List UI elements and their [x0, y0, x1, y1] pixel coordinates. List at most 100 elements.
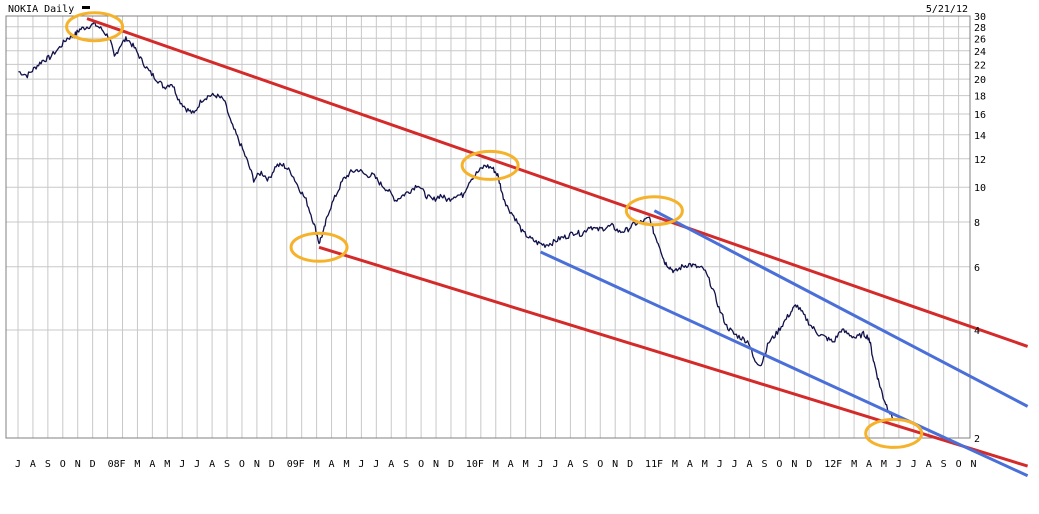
- trendline: [539, 250, 1029, 478]
- x-tick-label: N: [971, 459, 977, 470]
- x-tick-label: M: [164, 459, 170, 470]
- chart-title: NOKIA Daily: [8, 4, 74, 15]
- x-tick-label: M: [851, 459, 857, 470]
- x-tick-label: J: [194, 459, 200, 470]
- x-tick-label: O: [776, 459, 782, 470]
- trendline: [86, 17, 1029, 348]
- x-tick-label: S: [224, 459, 230, 470]
- y-tick-label: 6: [974, 263, 980, 274]
- x-tick-label: M: [314, 459, 320, 470]
- x-tick-label: D: [448, 459, 454, 470]
- x-tick-label: A: [508, 459, 514, 470]
- x-tick-label: 12: [824, 459, 836, 470]
- y-tick-label: 14: [974, 131, 986, 142]
- x-tick-label: F: [299, 459, 305, 470]
- x-tick-label: A: [926, 459, 932, 470]
- x-tick-label: 11: [645, 459, 657, 470]
- x-tick-label: J: [732, 459, 738, 470]
- x-tick-label: A: [209, 459, 215, 470]
- highlight-circle: [289, 231, 349, 263]
- x-tick-label: N: [612, 459, 618, 470]
- highlight-circle: [624, 195, 684, 227]
- x-tick-label: J: [552, 459, 558, 470]
- x-tick-label: O: [418, 459, 424, 470]
- x-tick-label: N: [433, 459, 439, 470]
- x-tick-label: J: [911, 459, 917, 470]
- x-tick-label: A: [866, 459, 872, 470]
- legend-swatch: [82, 6, 90, 9]
- y-tick-label: 2: [974, 434, 980, 445]
- x-tick-label: J: [373, 459, 379, 470]
- x-tick-label: M: [881, 459, 887, 470]
- y-tick-label: 8: [974, 218, 980, 229]
- x-tick-label: M: [343, 459, 349, 470]
- x-tick-label: N: [254, 459, 260, 470]
- y-tick-label: 26: [974, 34, 986, 45]
- highlight-circle: [65, 11, 125, 43]
- x-tick-label: A: [388, 459, 394, 470]
- x-tick-label: D: [627, 459, 633, 470]
- x-tick-label: J: [538, 459, 544, 470]
- x-tick-label: F: [119, 459, 125, 470]
- x-tick-label: S: [403, 459, 409, 470]
- x-tick-label: A: [567, 459, 573, 470]
- x-tick-label: S: [45, 459, 51, 470]
- x-tick-label: J: [358, 459, 364, 470]
- price-series-line: [18, 20, 894, 421]
- x-tick-label: A: [30, 459, 36, 470]
- trendlines-layer: [86, 17, 1029, 478]
- x-tick-label: D: [269, 459, 275, 470]
- y-tick-label: 28: [974, 23, 986, 34]
- y-tick-label: 22: [974, 60, 986, 71]
- x-tick-label: M: [523, 459, 529, 470]
- x-tick-label: 08: [108, 459, 120, 470]
- x-tick-label: S: [941, 459, 947, 470]
- x-tick-label: D: [806, 459, 812, 470]
- x-tick-label: F: [657, 459, 663, 470]
- x-tick-label: J: [896, 459, 902, 470]
- highlight-circle: [864, 417, 924, 449]
- x-tick-label: O: [60, 459, 66, 470]
- chart-date: 5/21/12: [926, 4, 968, 15]
- x-tick-label: D: [90, 459, 96, 470]
- y-tick-label: 12: [974, 155, 986, 166]
- y-tick-label: 30: [974, 12, 986, 23]
- x-tick-label: J: [717, 459, 723, 470]
- x-tick-label: F: [478, 459, 484, 470]
- trendline: [653, 209, 1029, 408]
- x-tick-label: N: [75, 459, 81, 470]
- y-tick-label: 24: [974, 47, 986, 58]
- x-tick-label: O: [597, 459, 603, 470]
- x-tick-label: M: [493, 459, 499, 470]
- x-tick-label: A: [329, 459, 335, 470]
- x-tick-label: M: [702, 459, 708, 470]
- x-tick-label: N: [791, 459, 797, 470]
- y-tick-label: 18: [974, 92, 986, 103]
- x-tick-label: S: [761, 459, 767, 470]
- x-tick-label: 09: [287, 459, 299, 470]
- x-tick-label: O: [239, 459, 245, 470]
- trendline: [318, 245, 1029, 468]
- chart-frame: [5, 15, 971, 439]
- x-tick-label: S: [582, 459, 588, 470]
- y-tick-label: 4: [974, 326, 980, 337]
- x-tick-label: A: [747, 459, 753, 470]
- highlight-circles-layer: [65, 11, 924, 449]
- x-tick-label: M: [672, 459, 678, 470]
- y-tick-label: 10: [974, 183, 986, 194]
- highlight-circle: [460, 149, 520, 181]
- y-tick-label: 20: [974, 75, 986, 86]
- x-tick-label: O: [956, 459, 962, 470]
- x-tick-label: F: [836, 459, 842, 470]
- x-tick-label: J: [179, 459, 185, 470]
- x-tick-label: A: [149, 459, 155, 470]
- x-axis-labels: J A S O N D 08 F M A M J J A S O N D 09 F M A M J J A S O N D 10 F M A M J J…: [15, 459, 977, 470]
- x-tick-label: M: [134, 459, 140, 470]
- x-tick-label: 10: [466, 459, 478, 470]
- x-tick-label: J: [15, 459, 21, 470]
- grid: [6, 15, 970, 439]
- x-tick-label: A: [687, 459, 693, 470]
